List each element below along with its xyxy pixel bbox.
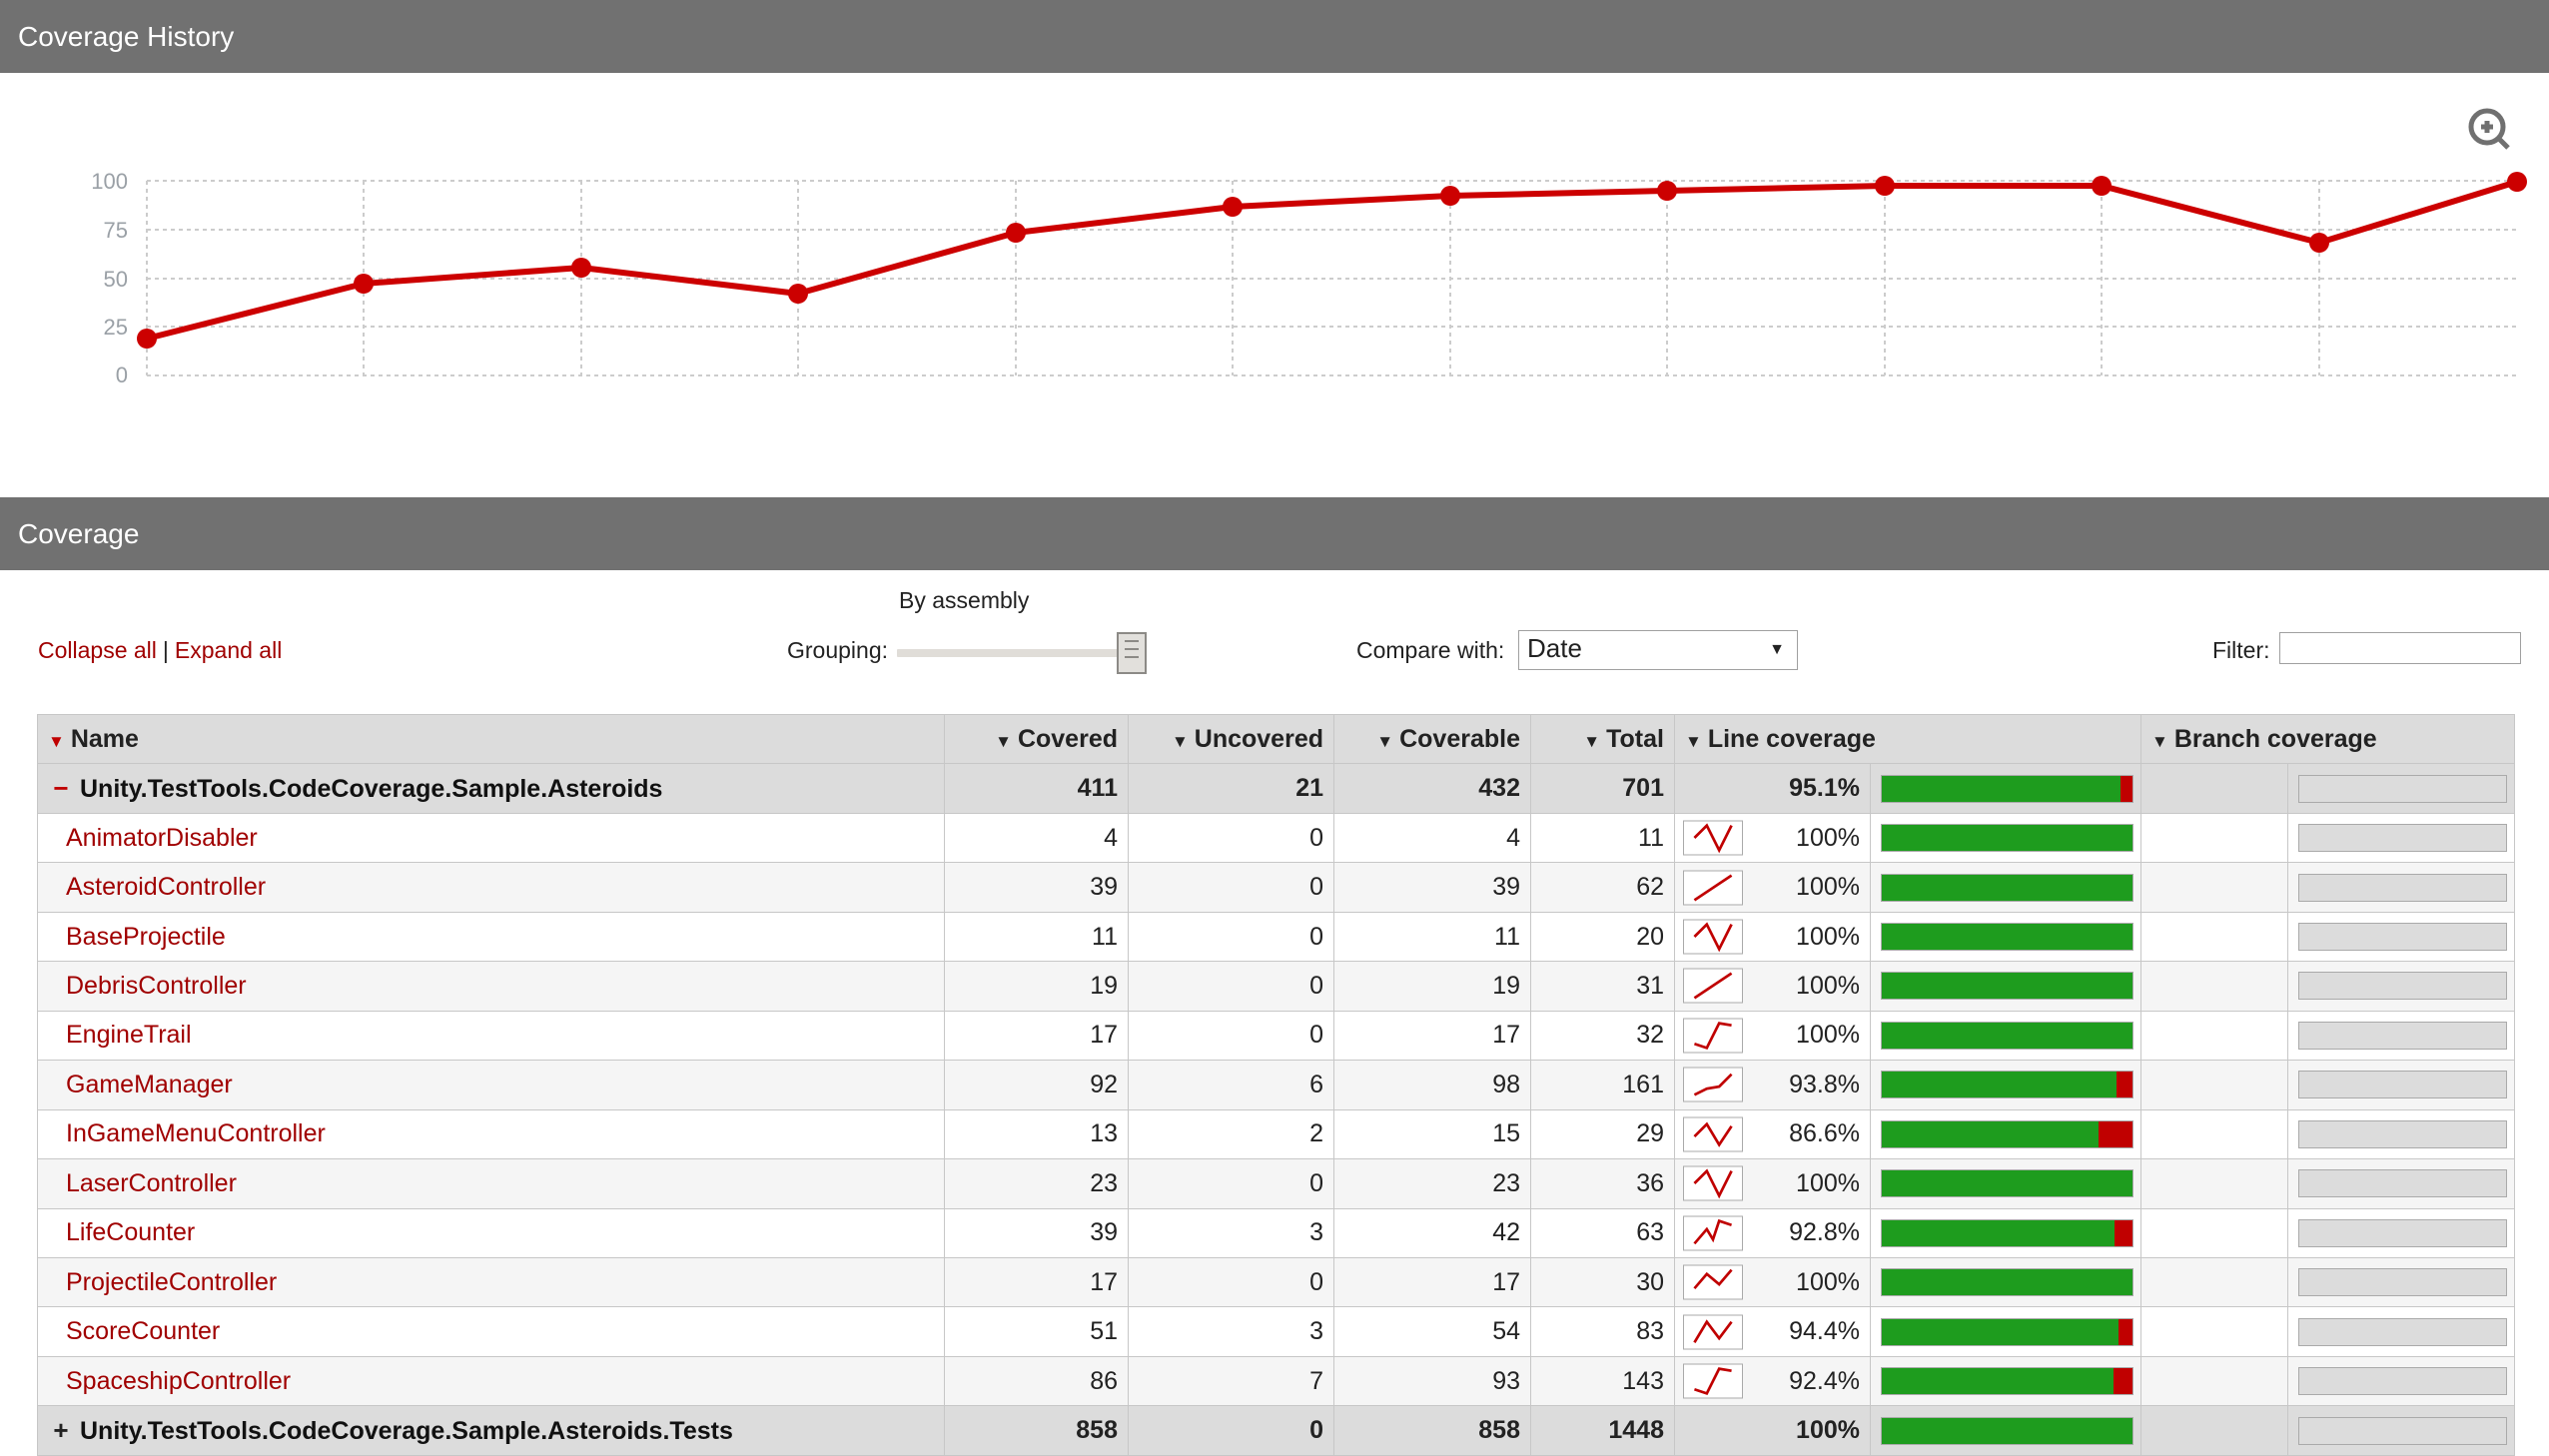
svg-text:50: 50 bbox=[104, 267, 128, 292]
svg-text:0: 0 bbox=[116, 363, 128, 387]
svg-text:75: 75 bbox=[104, 218, 128, 243]
svg-text:100: 100 bbox=[91, 169, 128, 194]
svg-text:25: 25 bbox=[104, 315, 128, 340]
